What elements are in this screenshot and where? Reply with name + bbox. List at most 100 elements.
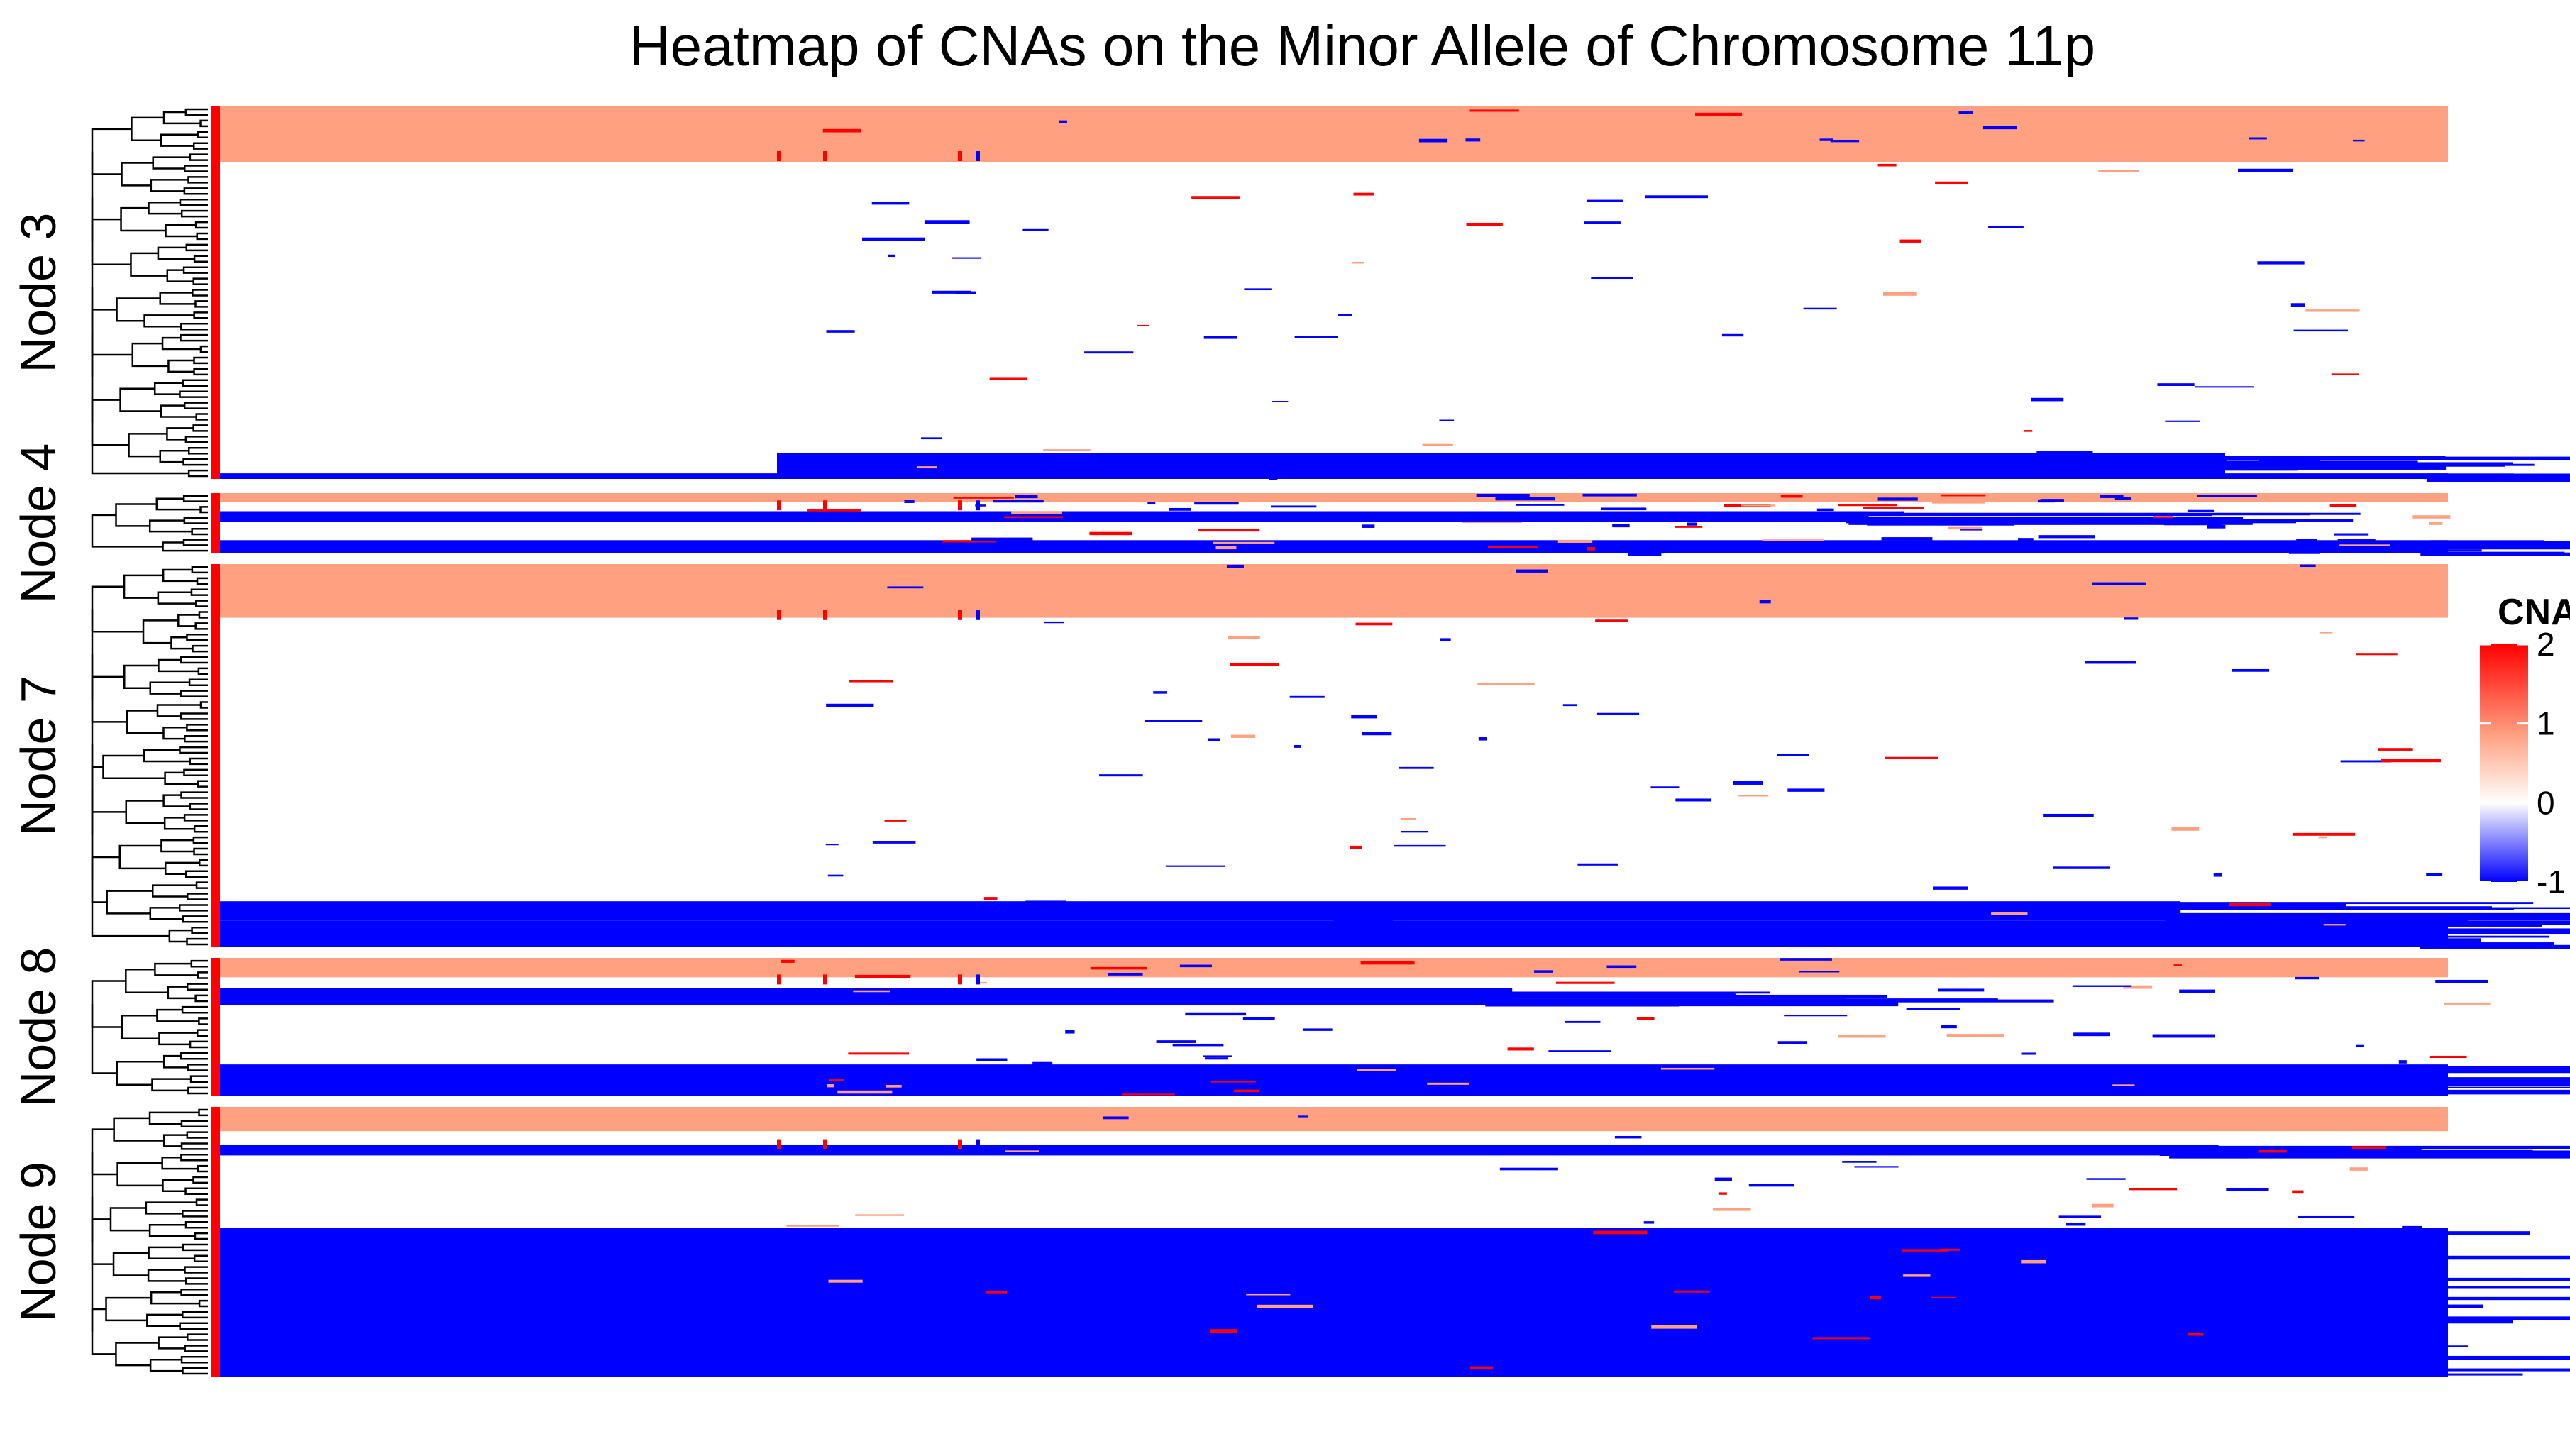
- heatmap-cell: [1271, 505, 1317, 508]
- heatmap-cell: [2349, 1167, 2368, 1171]
- heatmap-cell: [2443, 1091, 2570, 1093]
- heatmap-cell: [2293, 329, 2349, 332]
- heatmap-cell: [1493, 993, 1736, 996]
- heatmap-cell: [1103, 1116, 1129, 1120]
- heatmap-cell: [1838, 1035, 1886, 1038]
- heatmap-cell: [1865, 517, 2243, 521]
- heatmap-cell: [1108, 972, 1143, 976]
- panel-node-7: Node 7: [11, 564, 2570, 949]
- heatmap-cell: [2037, 499, 2055, 503]
- heatmap-cell: [2188, 1333, 2204, 1336]
- heatmap-cell: [903, 468, 947, 471]
- heatmap-cell: [2180, 917, 2417, 922]
- heatmap-cell: [828, 1279, 863, 1283]
- heatmap-cell: [1846, 520, 2297, 524]
- heatmap-cell: [2372, 1071, 2420, 1075]
- heatmap-cell: [976, 610, 980, 620]
- heatmap-cell: [1906, 1008, 1960, 1010]
- heatmap-cell: [1466, 223, 1503, 226]
- heatmap-cell: [1738, 795, 1769, 797]
- heatmap-cell: [2162, 1281, 2186, 1285]
- heatmap-cell: [924, 220, 970, 224]
- heatmap-cell: [1137, 324, 1149, 326]
- heatmap-band: [220, 1064, 2448, 1096]
- heatmap-cell: [1784, 1015, 1848, 1017]
- heatmap-cell: [1721, 333, 1744, 337]
- heatmap-cell: [2292, 832, 2356, 836]
- panel-label: Node 3: [11, 213, 66, 373]
- heatmap-band: [220, 106, 2448, 162]
- heatmap-cell: [1562, 704, 1577, 707]
- heatmap-cell: [2441, 1092, 2570, 1095]
- heatmap-cell: [2435, 979, 2488, 983]
- heatmap-cell: [2379, 1075, 2398, 1078]
- heatmap-cell: [2085, 1333, 2108, 1335]
- heatmap-cell: [1203, 335, 1237, 339]
- heatmap-cell: [781, 959, 795, 963]
- heatmap-cell: [2207, 524, 2226, 529]
- heatmap-cell: [2435, 1296, 2570, 1301]
- heatmap-cell: [1439, 419, 1455, 421]
- heatmap-cell: [2114, 497, 2131, 500]
- legend-title: CNA: [2498, 592, 2570, 633]
- heatmap-cell: [1242, 1017, 1275, 1020]
- heatmap-cell: [2194, 386, 2254, 388]
- panel-background: [220, 106, 2448, 479]
- heatmap-cell: [1577, 863, 1618, 866]
- heatmap-cell: [929, 1264, 944, 1269]
- heatmap-cell: [1612, 524, 1630, 528]
- heatmap-cell: [1196, 1149, 1223, 1152]
- heatmap-cell: [1851, 511, 1904, 516]
- heatmap-cell: [2290, 303, 2305, 307]
- heatmap-cell: [2329, 504, 2357, 507]
- heatmap-cell: [1958, 111, 1973, 114]
- heatmap-cell: [983, 897, 998, 900]
- heatmap-cell: [1787, 788, 1825, 792]
- heatmap-cell: [1298, 1115, 1308, 1118]
- heatmap-cell: [1465, 138, 1481, 142]
- panel-node-3: Node 3: [11, 106, 2570, 482]
- heatmap-cell: [1215, 546, 1237, 550]
- heatmap-cell: [1991, 912, 2028, 915]
- row-annotation-bar: [211, 493, 220, 553]
- heatmap-cell: [777, 500, 781, 511]
- heatmap-cell: [1099, 774, 1143, 777]
- heatmap-cell: [1733, 781, 1763, 785]
- heatmap-cell: [2430, 541, 2570, 545]
- heatmap-cell: [2428, 522, 2443, 525]
- heatmap-cell: [2442, 920, 2570, 922]
- heatmap-cell: [1121, 1093, 1175, 1096]
- heatmap-cell: [2179, 989, 2215, 993]
- heatmap-cell: [1877, 497, 1918, 501]
- heatmap-cell: [1355, 622, 1393, 626]
- heatmap-cell: [1675, 798, 1711, 802]
- heatmap-cell: [1032, 1061, 1053, 1065]
- heatmap-cell: [2444, 1355, 2570, 1360]
- heatmap-cell: [2426, 546, 2570, 550]
- heatmap-cell: [2288, 551, 2320, 554]
- heatmap-cell: [976, 1139, 980, 1149]
- heatmap-cell: [1362, 524, 1375, 528]
- heatmap-cell: [2153, 516, 2173, 519]
- heatmap-cell: [2356, 653, 2398, 656]
- heatmap-cell: [2024, 430, 2033, 432]
- heatmap-cell: [1777, 1272, 1826, 1274]
- heatmap-band: [220, 958, 2448, 978]
- heatmap-cell: [1854, 1166, 1899, 1168]
- heatmap-cell: [1591, 277, 1633, 280]
- heatmap-cell: [1528, 943, 1575, 947]
- heatmap-cell: [985, 1291, 1008, 1294]
- heatmap-cell: [2073, 1032, 2110, 1037]
- heatmap-cell: [2430, 540, 2544, 542]
- heatmap-cell: [2298, 1215, 2355, 1218]
- heatmap-cell: [2053, 866, 2110, 869]
- heatmap-cell: [1084, 351, 1134, 354]
- heatmap-cell: [1477, 683, 1535, 685]
- heatmap-cell: [2446, 942, 2554, 947]
- heatmap-cell: [2323, 924, 2346, 926]
- heatmap-cell: [2072, 985, 2132, 987]
- heatmap-cell: [2351, 1146, 2387, 1149]
- heatmap-cell: [2319, 632, 2333, 634]
- heatmap-cell: [1587, 547, 1595, 551]
